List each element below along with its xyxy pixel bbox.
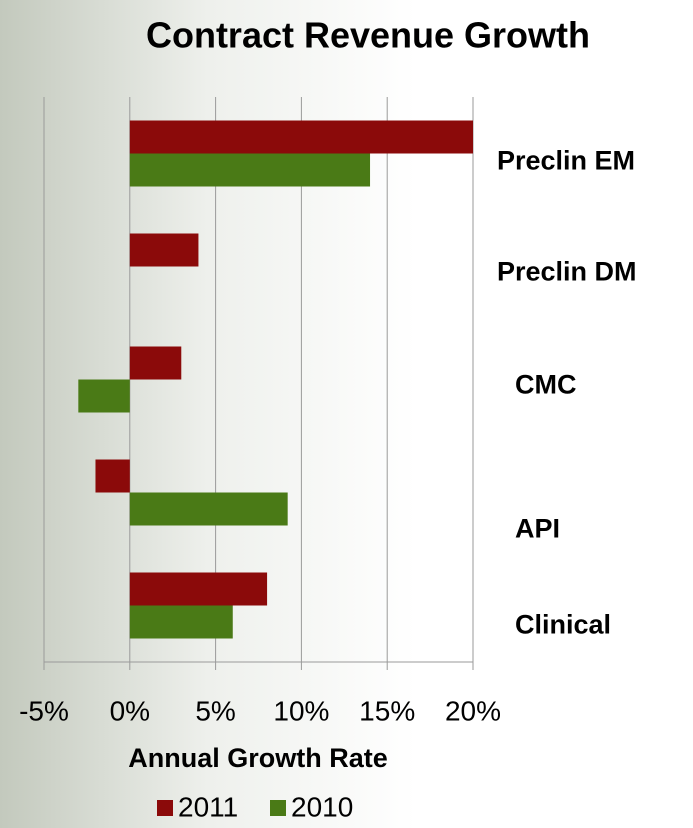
- bar: [129, 153, 371, 187]
- legend-swatch: [157, 800, 173, 816]
- y-tick-label: Preclin DM: [497, 257, 637, 287]
- y-tick-label: Preclin EM: [497, 146, 635, 176]
- x-tick-label: 15%: [359, 695, 415, 726]
- x-tick-label: 5%: [195, 695, 235, 726]
- bar: [129, 233, 199, 267]
- y-tick-label: Clinical: [515, 610, 611, 640]
- legend-swatch: [270, 800, 286, 816]
- x-tick-label: 10%: [273, 695, 329, 726]
- x-tick-label: 20%: [445, 695, 501, 726]
- x-tick-label: 0%: [110, 695, 150, 726]
- legend-label: 2011: [178, 791, 238, 822]
- bar: [129, 605, 233, 639]
- chart-title: Contract Revenue Growth: [146, 15, 590, 56]
- x-axis-label: Annual Growth Rate: [128, 743, 388, 773]
- bar: [129, 492, 288, 526]
- bar: [129, 120, 474, 154]
- bar: [78, 379, 130, 413]
- y-tick-label: CMC: [515, 370, 577, 400]
- x-tick-label: -5%: [19, 695, 69, 726]
- bar: [95, 459, 130, 493]
- legend-label: 2010: [291, 791, 353, 822]
- y-tick-label: API: [515, 514, 560, 544]
- bar: [129, 572, 268, 606]
- bar: [129, 346, 182, 380]
